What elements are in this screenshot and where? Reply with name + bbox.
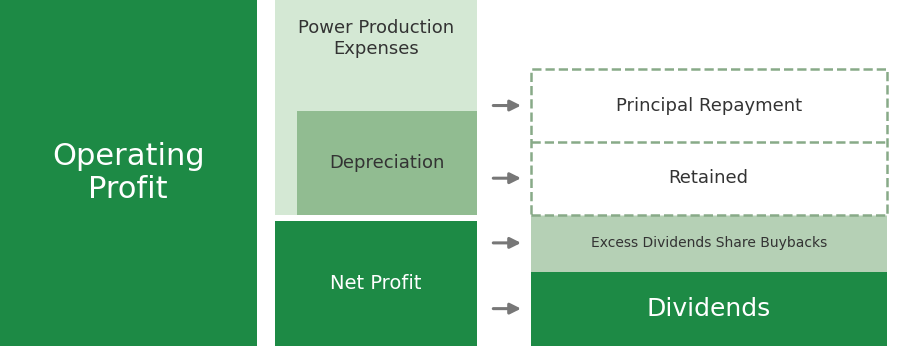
Text: Dividends: Dividends <box>646 297 771 321</box>
Bar <box>531 272 886 346</box>
Text: Power Production
Expenses: Power Production Expenses <box>298 19 454 58</box>
Bar <box>297 111 477 215</box>
Bar <box>274 0 477 215</box>
Text: Operating
Profit: Operating Profit <box>52 142 204 204</box>
Bar <box>0 0 256 346</box>
Text: Net Profit: Net Profit <box>330 274 421 293</box>
Text: Retained: Retained <box>669 169 749 187</box>
Bar <box>531 69 886 215</box>
Text: Principal Repayment: Principal Repayment <box>616 97 802 115</box>
Text: Excess Dividends Share Buybacks: Excess Dividends Share Buybacks <box>590 236 827 250</box>
Bar <box>531 215 886 272</box>
Text: Depreciation: Depreciation <box>329 154 445 172</box>
Bar <box>274 221 477 346</box>
